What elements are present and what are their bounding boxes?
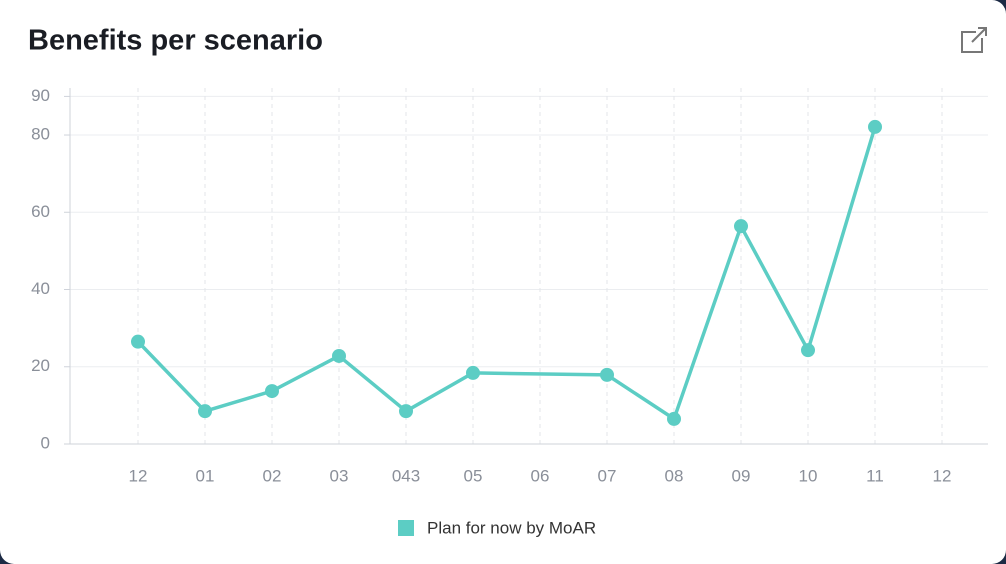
data-point	[600, 367, 614, 382]
x-tick-label: 11	[866, 466, 884, 485]
x-tick-label: 10	[799, 466, 818, 485]
x-tick-label: 12	[129, 466, 148, 485]
x-tick-label: 043	[392, 466, 420, 485]
data-point	[466, 365, 480, 380]
data-point	[198, 404, 212, 419]
data-point	[801, 343, 815, 358]
x-tick-label: 07	[598, 466, 617, 485]
x-tick-label: 12	[933, 466, 952, 485]
legend-swatch	[398, 520, 414, 536]
y-tick-label: 20	[31, 356, 50, 375]
data-point	[265, 384, 279, 399]
chart-title: Benefits per scenario	[28, 25, 323, 57]
data-point	[667, 411, 681, 426]
x-tick-label: 06	[531, 466, 550, 485]
legend-label: Plan for now by MoAR	[427, 518, 596, 537]
data-point	[734, 219, 748, 234]
data-point	[868, 119, 882, 134]
y-tick-label: 90	[31, 86, 50, 105]
data-point	[399, 404, 413, 419]
x-tick-label: 05	[464, 466, 483, 485]
y-tick-label: 80	[31, 125, 50, 144]
x-tick-label: 01	[196, 466, 215, 485]
open-external-icon[interactable]	[961, 27, 987, 53]
y-tick-label: 40	[31, 279, 50, 298]
y-tick-label: 0	[41, 433, 50, 452]
x-tick-label: 08	[665, 466, 684, 485]
x-tick-label: 03	[330, 466, 349, 485]
x-tick-label: 02	[263, 466, 282, 485]
data-point	[332, 348, 346, 363]
icon-box	[961, 31, 983, 53]
x-tick-label: 09	[732, 466, 751, 485]
series-line	[136, 126, 877, 421]
data-point	[131, 334, 145, 349]
y-tick-label: 60	[31, 202, 50, 221]
icon-arrow	[971, 27, 987, 43]
